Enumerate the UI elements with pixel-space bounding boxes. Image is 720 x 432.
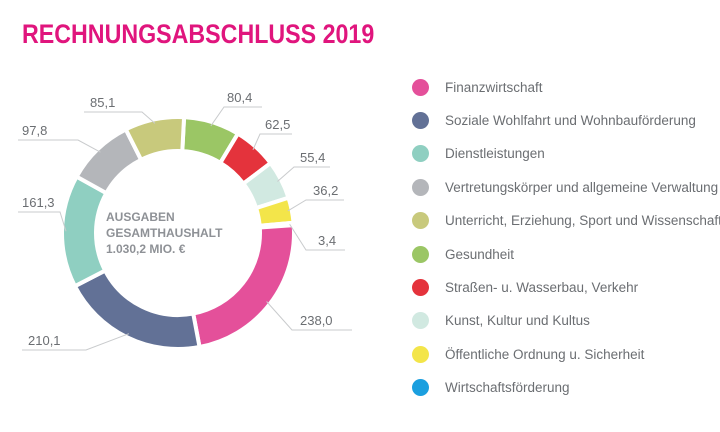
legend-label: Straßen- u. Wasserbau, Verkehr xyxy=(445,279,639,295)
legend-item: Wirtschaftsförderung xyxy=(412,378,570,398)
leader-line-4 xyxy=(18,139,101,153)
value-label-3: 161,3 xyxy=(22,195,55,210)
legend-item: Soziale Wohlfahrt und Wohnbauförderung xyxy=(412,110,696,130)
leader-line-9 xyxy=(287,199,344,212)
legend-label: Kunst, Kultur und Kultus xyxy=(445,313,590,329)
donut-slice-5 xyxy=(123,115,187,163)
center-label-line-3: 1.030,2 MIO. € xyxy=(106,242,186,256)
center-label-line-2: GESAMTHAUSHALT xyxy=(106,226,223,240)
chart-title: RECHNUNGSABSCHLUSS 2019 xyxy=(22,19,375,49)
donut-slice-3 xyxy=(60,173,110,289)
value-label-8: 55,4 xyxy=(300,150,325,165)
legend-dot-icon xyxy=(412,312,429,330)
legend-label: Öffentliche Ordnung u. Sicherheit xyxy=(445,346,645,362)
legend-label: Unterricht, Erziehung, Sport und Wissens… xyxy=(445,213,720,229)
legend-label: Dienstleistungen xyxy=(445,146,545,162)
legend-label: Soziale Wohlfahrt und Wohnbauförderung xyxy=(445,112,696,128)
donut-slice-1 xyxy=(190,223,296,350)
legend-item: Unterricht, Erziehung, Sport und Wissens… xyxy=(412,211,720,231)
legend-label: Wirtschaftsförderung xyxy=(445,380,570,396)
legend-label: Gesundheit xyxy=(445,246,515,262)
value-label-2: 210,1 xyxy=(28,333,61,348)
value-label-7: 62,5 xyxy=(265,117,290,132)
value-label-9: 36,2 xyxy=(313,183,338,198)
donut-slice-2 xyxy=(72,267,202,351)
legend-dot-icon xyxy=(412,345,429,363)
leader-line-3 xyxy=(18,211,67,232)
value-label-10: 3,4 xyxy=(318,233,336,248)
legend-item: Finanzwirtschaft xyxy=(412,77,543,97)
legend-dot-icon xyxy=(412,178,429,196)
legend-label: Finanzwirtschaft xyxy=(445,79,543,95)
leader-line-7 xyxy=(252,133,292,150)
legend-item: Dienstleistungen xyxy=(412,144,545,164)
legend-item: Gesundheit xyxy=(412,244,514,264)
legend-item: Vertretungskörper und allgemeine Verwalt… xyxy=(412,177,718,197)
legend-item: Straßen- u. Wasserbau, Verkehr xyxy=(412,277,638,297)
legend-dot-icon xyxy=(412,78,429,96)
legend-dot-icon xyxy=(412,212,429,230)
value-label-6: 80,4 xyxy=(227,90,252,105)
leader-line-6 xyxy=(210,106,262,127)
value-label-4: 97,8 xyxy=(22,123,47,138)
legend-dot-icon xyxy=(412,145,429,163)
legend-item: Öffentliche Ordnung u. Sicherheit xyxy=(412,344,644,364)
legend-label: Vertretungskörper und allgemeine Verwalt… xyxy=(445,179,719,195)
leader-line-10 xyxy=(289,224,345,251)
legend-dot-icon xyxy=(412,379,429,397)
value-label-5: 85,1 xyxy=(90,95,115,110)
value-label-1: 238,0 xyxy=(300,313,333,328)
legend-item: Kunst, Kultur und Kultus xyxy=(412,311,590,331)
leader-line-5 xyxy=(84,111,156,124)
legend-dot-icon xyxy=(412,245,429,263)
leader-line-8 xyxy=(277,166,330,182)
leader-line-1 xyxy=(266,301,352,331)
legend-dot-icon xyxy=(412,111,429,129)
center-label-line-1: AUSGABEN xyxy=(106,210,175,224)
leader-line-2 xyxy=(22,333,130,351)
legend-dot-icon xyxy=(412,278,429,296)
